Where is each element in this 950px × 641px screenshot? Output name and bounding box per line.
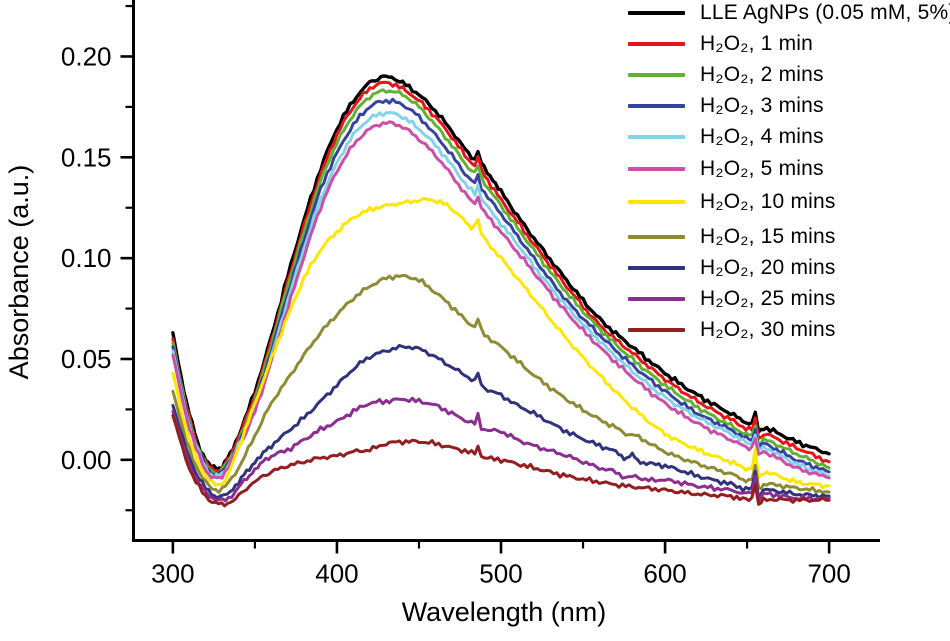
y-tick-label: 0.15: [61, 142, 112, 172]
series-curve-9: [171, 396, 831, 503]
x-tick-label: 400: [315, 559, 358, 589]
x-axis-title: Wavelength (nm): [402, 597, 607, 627]
y-tick-label: 0.05: [61, 344, 112, 374]
series-curve-7: [171, 274, 831, 494]
x-tick-label: 600: [643, 559, 686, 589]
series-curve-6: [171, 196, 831, 490]
series-curve-10: [171, 414, 831, 508]
y-tick-label: 0.10: [61, 243, 112, 273]
series-curve-2: [171, 88, 831, 476]
series-curve-8: [171, 343, 831, 500]
y-tick-label: 0.20: [61, 41, 112, 71]
series-curve-0: [171, 74, 831, 471]
x-tick-label: 700: [807, 559, 850, 589]
x-tick-label: 500: [479, 559, 522, 589]
y-tick-label: 0.00: [61, 445, 112, 475]
x-tick-label: 300: [151, 559, 194, 589]
plot-area: 300 400 500 600 700 0.00 0.05 0.10 0.15 0.20: [61, 0, 880, 589]
y-axis-title: Absorbance (a.u.): [4, 165, 34, 380]
series-curve-3: [171, 97, 831, 478]
series-curve-4: [171, 111, 831, 479]
